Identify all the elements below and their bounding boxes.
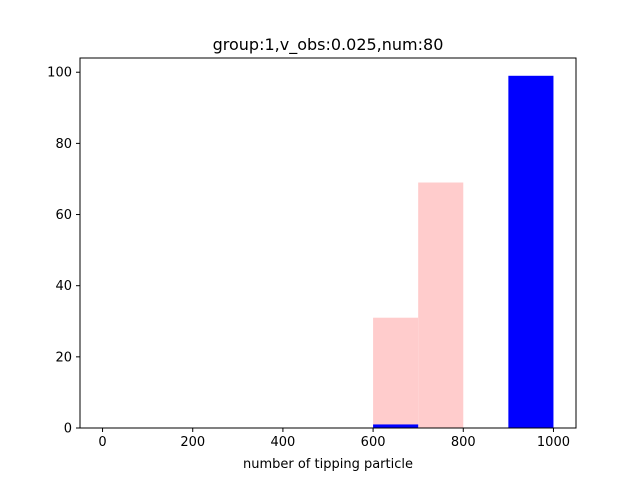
y-tick-label: 40 — [55, 279, 72, 294]
x-tick-label: 800 — [451, 435, 476, 450]
x-tick-label: 0 — [98, 435, 106, 450]
histogram-bar-series1-bin0 — [373, 424, 418, 428]
x-tick-label: 1000 — [537, 435, 570, 450]
x-axis-label: number of tipping particle — [243, 457, 413, 472]
y-tick-label: 60 — [55, 208, 72, 223]
histogram-bar-series0-bin1 — [418, 183, 463, 428]
y-tick-label: 100 — [47, 66, 72, 81]
y-tick-label: 80 — [55, 137, 72, 152]
y-tick-label: 0 — [64, 422, 72, 437]
chart-title: group:1,v_obs:0.025,num:80 — [213, 35, 444, 55]
x-tick-label: 200 — [180, 435, 205, 450]
histogram-bar-series0-bin0 — [373, 318, 418, 428]
y-tick-label: 20 — [55, 350, 72, 365]
x-tick-label: 400 — [270, 435, 295, 450]
histogram-bar-series1-bin1 — [508, 76, 553, 428]
x-tick-label: 600 — [361, 435, 386, 450]
